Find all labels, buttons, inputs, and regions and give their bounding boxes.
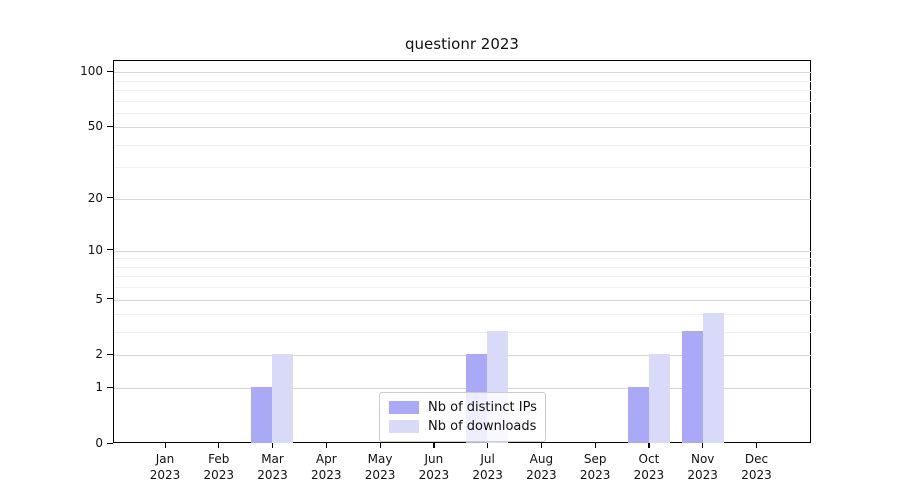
- x-tick-year: 2023: [257, 468, 288, 482]
- x-tick-month: Jan: [155, 452, 175, 466]
- x-tick-year: 2023: [364, 468, 396, 482]
- y-tick-mark: [107, 125, 113, 127]
- major-gridline: [114, 198, 812, 200]
- x-tick-label: Nov 2023: [668, 451, 738, 483]
- x-tick-year: 2023: [633, 468, 665, 482]
- x-tick-label: Mar 2023: [238, 451, 308, 483]
- minor-gridline: [114, 314, 812, 316]
- major-gridline: [114, 72, 812, 74]
- minor-gridline: [114, 100, 812, 102]
- minor-gridline: [114, 144, 812, 146]
- x-tick-month: Jul: [480, 452, 495, 466]
- x-tick-mark: [164, 443, 166, 448]
- x-tick-mark: [433, 443, 435, 448]
- y-tick-mark: [107, 298, 113, 300]
- chart-title: questionr 2023: [405, 35, 519, 53]
- legend-swatch-downloads: [389, 420, 419, 433]
- x-tick-year: 2023: [687, 468, 718, 482]
- y-tick-mark: [107, 70, 113, 72]
- x-tick-year: 2023: [741, 468, 772, 482]
- y-tick-label: 2: [95, 347, 103, 362]
- minor-gridline: [114, 80, 812, 82]
- y-tick-mark: [107, 249, 113, 251]
- y-tick-label: 50: [87, 119, 103, 134]
- major-gridline: [114, 355, 812, 357]
- x-tick-label: Sep 2023: [560, 451, 630, 483]
- x-tick-mark: [702, 443, 704, 448]
- y-tick-mark: [107, 353, 113, 356]
- x-tick-label: Dec 2023: [721, 451, 791, 483]
- bar-distinct-ips-mar: [251, 386, 273, 443]
- y-tick-label: 100: [80, 64, 103, 79]
- x-tick-mark: [487, 443, 489, 448]
- major-gridline: [114, 250, 812, 252]
- x-tick-mark: [379, 443, 381, 448]
- x-tick-label: Apr 2023: [291, 451, 361, 483]
- x-tick-month: Oct: [638, 452, 660, 466]
- minor-gridline: [114, 266, 812, 268]
- x-tick-month: Jun: [424, 452, 444, 466]
- x-tick-mark: [272, 443, 274, 448]
- minor-gridline: [114, 287, 812, 289]
- y-tick-mark: [107, 197, 113, 199]
- x-tick-mark: [594, 443, 596, 448]
- y-tick-label: 10: [87, 242, 103, 257]
- y-tick-label: 0: [95, 436, 103, 450]
- x-tick-label: Jun 2023: [399, 451, 469, 483]
- legend-item-downloads: Nb of downloads: [389, 417, 536, 436]
- bar-downloads-mar: [272, 354, 294, 443]
- minor-gridline: [114, 332, 812, 334]
- x-tick-label: Oct 2023: [614, 451, 684, 483]
- x-tick-month: Dec: [744, 452, 769, 466]
- x-tick-label: Jan 2023: [130, 451, 200, 483]
- bar-distinct-ips-oct: [627, 386, 649, 443]
- y-tick-label: 20: [87, 190, 103, 205]
- x-tick-label: May 2023: [345, 451, 415, 483]
- legend-label-distinct-ips: Nb of distinct IPs: [428, 400, 537, 415]
- x-tick-month: Aug: [529, 452, 554, 466]
- major-gridline: [114, 388, 812, 390]
- y-tick-mark: [107, 442, 113, 444]
- minor-gridline: [114, 112, 812, 114]
- x-tick-year: 2023: [203, 468, 235, 482]
- legend-label-downloads: Nb of downloads: [428, 419, 537, 434]
- legend-item-distinct-ips: Nb of distinct IPs: [389, 398, 537, 417]
- x-tick-mark: [218, 443, 220, 448]
- x-tick-month: Mar: [261, 452, 284, 466]
- plot-area: [113, 60, 812, 443]
- legend: Nb of distinct IPs Nb of downloads: [379, 392, 546, 442]
- x-tick-label: Jul 2023: [453, 451, 523, 483]
- x-tick-year: 2023: [579, 468, 611, 482]
- x-tick-year: 2023: [472, 468, 503, 482]
- x-tick-mark: [755, 443, 758, 448]
- x-tick-mark: [648, 443, 650, 448]
- bar-downloads-oct: [648, 354, 670, 443]
- minor-gridline: [114, 167, 812, 169]
- x-tick-label: Feb 2023: [184, 451, 254, 483]
- minor-gridline: [114, 276, 812, 278]
- bar-downloads-nov: [702, 313, 724, 443]
- x-tick-label: Aug 2023: [506, 451, 576, 483]
- legend-swatch-distinct-ips: [389, 401, 419, 414]
- bar-distinct-ips-nov: [681, 331, 703, 443]
- x-tick-month: Sep: [583, 452, 607, 466]
- x-tick-month: Nov: [690, 452, 715, 466]
- x-tick-month: May: [367, 452, 393, 466]
- minor-gridline: [114, 258, 812, 260]
- x-tick-year: 2023: [526, 468, 557, 482]
- major-gridline: [114, 299, 812, 301]
- x-tick-month: Feb: [208, 452, 230, 466]
- major-gridline: [114, 127, 812, 129]
- x-tick-mark: [540, 443, 543, 448]
- minor-gridline: [114, 89, 812, 91]
- y-tick-label: 1: [95, 380, 103, 395]
- x-tick-mark: [325, 443, 327, 448]
- y-tick-label: 5: [95, 291, 103, 306]
- y-tick-mark: [107, 386, 113, 388]
- x-tick-year: 2023: [149, 468, 181, 482]
- x-tick-year: 2023: [418, 468, 450, 482]
- x-tick-month: Apr: [315, 452, 337, 466]
- x-tick-year: 2023: [311, 468, 342, 482]
